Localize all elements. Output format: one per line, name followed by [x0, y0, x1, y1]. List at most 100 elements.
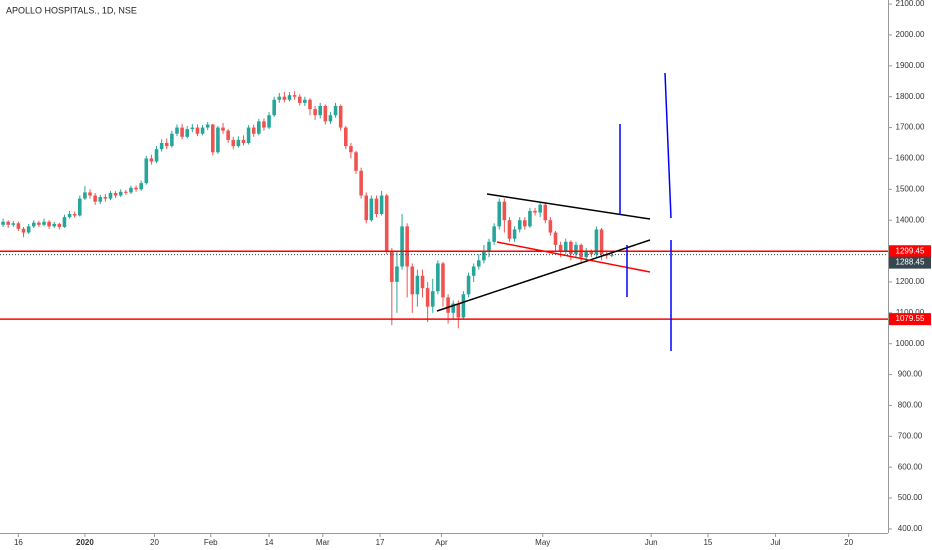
y-tick-label: 900.00: [898, 370, 923, 379]
candle-body: [118, 191, 123, 196]
candle-body: [502, 201, 507, 221]
y-tick-label: 1400.00: [896, 215, 925, 224]
candle-body: [461, 294, 466, 318]
candle-body: [226, 130, 230, 140]
y-tick-label: 1500.00: [896, 184, 925, 193]
candle-body: [441, 263, 445, 298]
candle-body: [308, 99, 312, 110]
candle-body: [400, 226, 404, 267]
x-tick-label: 15: [703, 538, 712, 547]
y-tick-label: 1900.00: [896, 61, 925, 70]
candle-body: [251, 127, 256, 134]
candle-body: [139, 183, 143, 190]
candle-body: [548, 220, 553, 233]
candle-body: [354, 152, 358, 171]
candle-body: [374, 198, 379, 215]
x-tick-label: Jun: [645, 538, 658, 547]
y-tick-label: 1700.00: [896, 123, 925, 132]
candle-body: [37, 222, 41, 225]
candle-body: [88, 192, 92, 196]
candle-body: [379, 195, 384, 215]
candle-body: [292, 95, 297, 97]
y-tick-label: 500.00: [898, 493, 923, 502]
y-tick-label: 700.00: [898, 431, 923, 440]
candle-body: [446, 297, 450, 313]
candle-body: [47, 221, 51, 227]
candle-body: [103, 197, 108, 199]
trendline: [496, 241, 651, 273]
candle-body: [533, 210, 537, 213]
candle-body: [67, 214, 72, 218]
candle-body: [287, 95, 292, 100]
candle-body: [538, 204, 542, 213]
candle-body: [487, 241, 491, 252]
candle-body: [113, 193, 118, 196]
candle-body: [436, 263, 440, 292]
candle-body: [154, 149, 159, 162]
candle-body: [507, 220, 512, 239]
x-tick-label: Apr: [435, 538, 448, 547]
y-tick-label: 600.00: [898, 462, 923, 471]
candle-body: [277, 96, 282, 100]
candle-body: [517, 220, 522, 230]
candle-body: [415, 275, 420, 295]
candle-body: [466, 275, 471, 295]
candle-body: [349, 146, 353, 153]
y-tick-label: 400.00: [898, 524, 923, 533]
candle-body: [241, 139, 246, 144]
price-label-box: [889, 313, 931, 326]
candle-body: [359, 170, 363, 196]
x-tick-label: 20: [844, 538, 853, 547]
y-tick-label: 2000.00: [896, 30, 925, 39]
candle-body: [425, 288, 430, 307]
candle-body: [231, 139, 236, 147]
candle-body: [303, 99, 307, 103]
candle-body: [170, 133, 174, 147]
candle-body: [405, 226, 409, 267]
candle-body: [124, 191, 128, 193]
candle-body: [216, 127, 220, 153]
candle-body: [164, 143, 169, 147]
candle-body: [420, 275, 425, 289]
candle-body: [221, 127, 225, 131]
candle-body: [134, 187, 138, 190]
candle-body: [528, 210, 532, 227]
candle-body: [175, 127, 179, 134]
candle-body: [83, 192, 87, 199]
y-tick-label: 2100.00: [896, 0, 925, 8]
candle-body: [584, 251, 588, 258]
candle-body: [456, 303, 461, 318]
candle-body: [482, 251, 486, 261]
y-tick-label: 1000.00: [896, 339, 925, 348]
x-tick-label: 20: [150, 538, 159, 547]
candle-body: [563, 241, 568, 252]
candle-body: [338, 105, 343, 128]
chart-title: APOLLO HOSPITALS., 1D, NSE: [6, 5, 137, 15]
candle-body: [93, 195, 97, 202]
y-tick-label: 1800.00: [896, 92, 925, 101]
y-tick-label: 1100.00: [896, 308, 925, 317]
candle-body: [594, 229, 599, 255]
candle-body: [395, 266, 399, 282]
candle-body: [31, 222, 36, 227]
candle-body: [569, 241, 573, 255]
candle-body: [558, 244, 563, 252]
candle-body: [21, 228, 26, 233]
candle-body: [159, 143, 164, 150]
price-label: 1288.45: [896, 258, 925, 267]
candle-body: [257, 121, 261, 134]
y-tick-label: 800.00: [898, 401, 923, 410]
candle-body: [410, 266, 415, 295]
projection-line: [664, 72, 672, 219]
candle-body: [313, 109, 317, 116]
candle-body: [78, 198, 82, 216]
candle-body: [26, 226, 31, 233]
candle-body: [205, 124, 210, 128]
candle-body: [42, 221, 46, 225]
drawings: [436, 72, 672, 351]
candle-body: [129, 187, 133, 193]
y-tick-label: 1200.00: [896, 277, 925, 286]
